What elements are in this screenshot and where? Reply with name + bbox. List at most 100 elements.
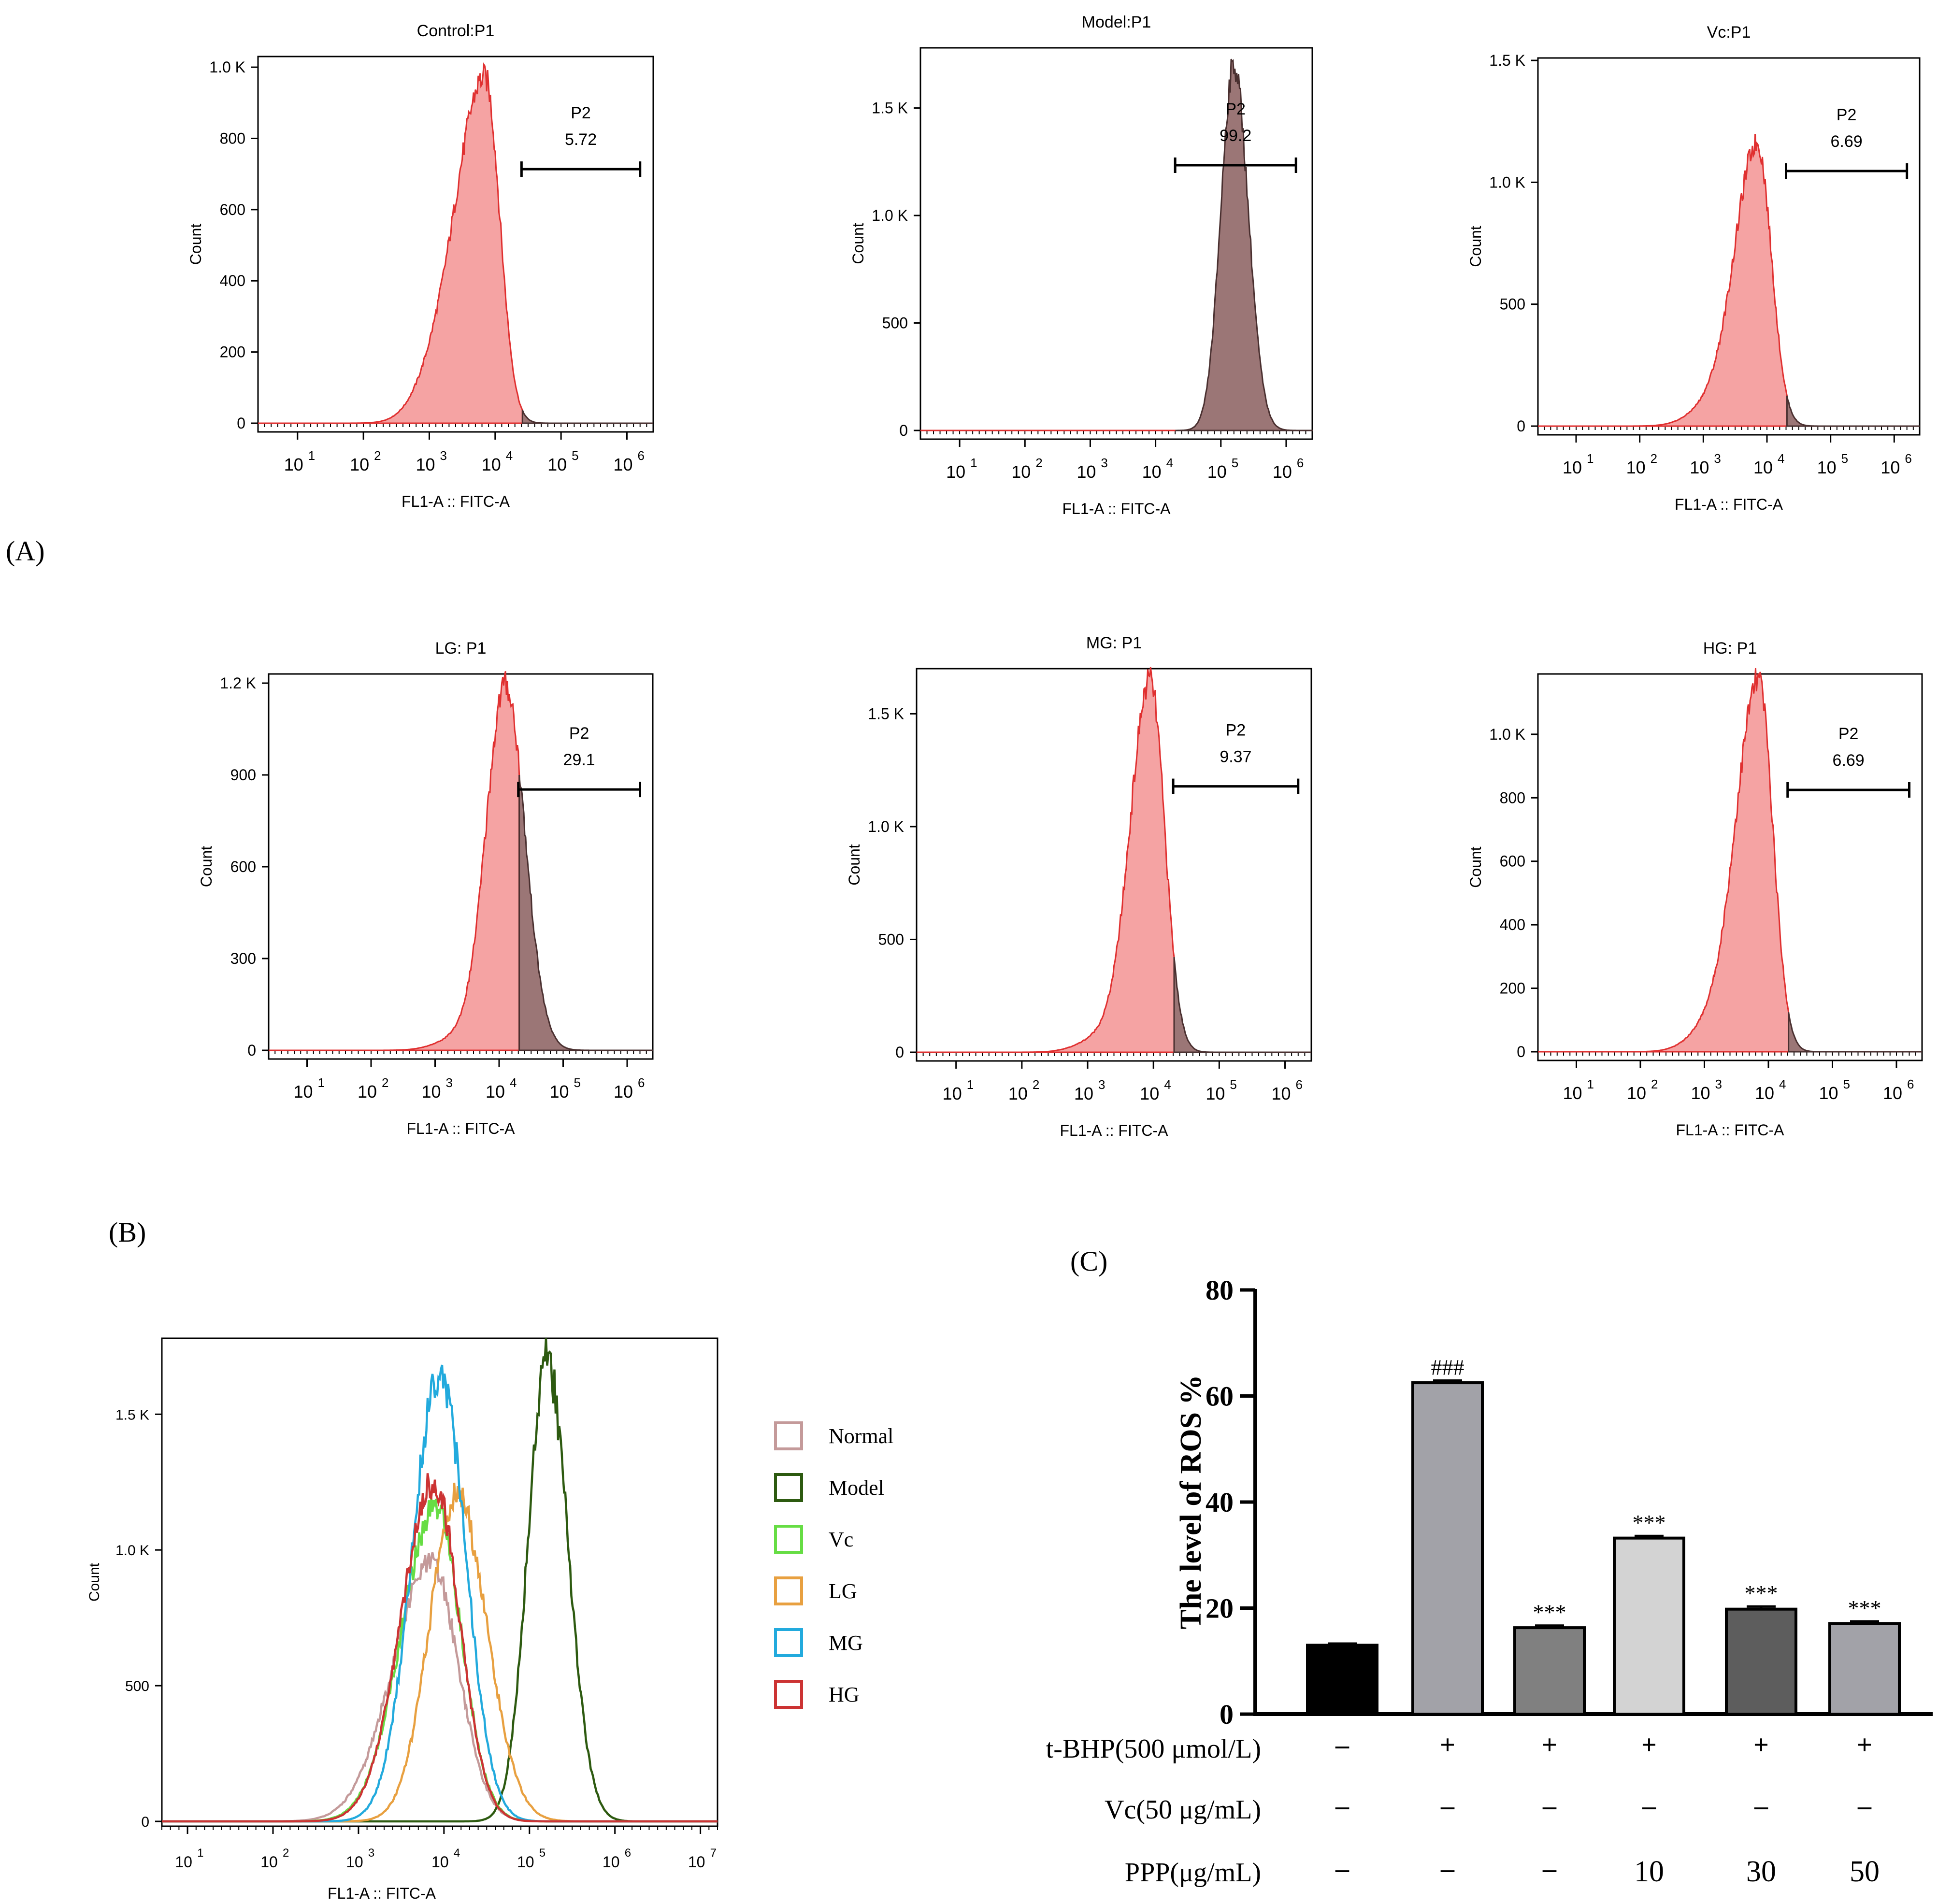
significance-mark: *** <box>1633 1510 1666 1535</box>
x-tick-label: 10 <box>1883 1083 1902 1103</box>
y-tick-label: 500 <box>878 931 904 948</box>
x-tick-exponent: 6 <box>638 1075 645 1090</box>
x-tick-label: 10 <box>1074 1084 1093 1103</box>
y-axis-label: Count <box>846 844 863 886</box>
panel-label-a: (A) <box>6 535 45 567</box>
condition-label: Vc(50 μg/mL) <box>1105 1795 1261 1825</box>
x-tick-label: 10 <box>1563 458 1582 477</box>
histogram-area-ungated <box>1538 134 1788 427</box>
y-tick-label: 0 <box>237 415 245 432</box>
gate-name: P2 <box>1838 725 1859 743</box>
x-tick-label: 10 <box>614 1082 633 1102</box>
y-tick-label: 500 <box>125 1678 149 1694</box>
x-tick-label: 10 <box>346 1853 363 1871</box>
plot-frame <box>257 56 654 433</box>
gate-name: P2 <box>569 724 589 743</box>
y-tick-label: 0 <box>1220 1699 1234 1730</box>
x-tick-label: 10 <box>1563 1083 1582 1103</box>
condition-value: – <box>1642 1791 1656 1821</box>
gate-value: 99.2 <box>1220 127 1251 145</box>
gate-name: P2 <box>1226 721 1246 740</box>
condition-value: + <box>1440 1730 1455 1760</box>
x-tick-exponent: 3 <box>1101 456 1107 470</box>
legend-swatch-mg <box>774 1628 803 1657</box>
y-tick-label: 60 <box>1206 1381 1234 1412</box>
x-tick-exponent: 1 <box>967 1077 974 1092</box>
x-tick-exponent: 2 <box>1651 1077 1658 1091</box>
y-axis-label: Count <box>1467 226 1484 267</box>
series-line-hg <box>162 1473 718 1823</box>
gate-name: P2 <box>1225 100 1246 118</box>
x-tick-exponent: 5 <box>1230 1077 1236 1092</box>
gate-value: 9.37 <box>1220 748 1251 766</box>
histogram-area-gated <box>1173 957 1311 1053</box>
significance-mark: ### <box>1431 1355 1464 1380</box>
bar <box>1828 1622 1901 1716</box>
plot-frame <box>268 673 654 1060</box>
bar <box>1411 1381 1484 1716</box>
x-axis-label: FL1-A :: FITC-A <box>406 1120 515 1137</box>
x-tick-label: 10 <box>416 455 435 474</box>
condition-value: + <box>1753 1730 1769 1760</box>
gate-value: 5.72 <box>565 130 597 149</box>
x-tick-exponent: 5 <box>1843 1077 1850 1091</box>
histogram-area-gated <box>1786 395 1920 427</box>
bar <box>1725 1607 1797 1716</box>
y-tick-label: 900 <box>230 766 256 784</box>
y-tick-label: 0 <box>1517 1043 1525 1060</box>
x-tick-exponent: 6 <box>1907 1077 1914 1091</box>
series-line-lg <box>162 1482 718 1823</box>
y-tick-label: 20 <box>1206 1593 1234 1624</box>
significance-mark: *** <box>1533 1600 1566 1625</box>
series-line-mg <box>162 1364 718 1823</box>
x-tick-exponent: 1 <box>970 456 977 470</box>
histogram-area-gated <box>1788 1012 1922 1053</box>
x-tick-exponent: 6 <box>637 448 644 463</box>
x-tick-exponent: 4 <box>506 448 513 463</box>
x-tick-exponent: 3 <box>1715 1077 1722 1091</box>
condition-value: – <box>1335 1730 1349 1760</box>
x-tick-label: 10 <box>482 455 501 474</box>
x-tick-exponent: 4 <box>1779 1077 1786 1091</box>
series-line-normal <box>162 1552 718 1823</box>
x-tick-exponent: 2 <box>1035 456 1042 470</box>
panel-label-b: (B) <box>109 1217 146 1248</box>
chart-title: HG: P1 <box>1703 639 1757 658</box>
x-tick-exponent: 1 <box>308 448 315 463</box>
y-tick-label: 600 <box>230 858 256 875</box>
y-tick-label: 1.5 K <box>1489 52 1525 69</box>
x-tick-label: 10 <box>1627 1083 1646 1103</box>
y-tick-label: 300 <box>230 950 256 967</box>
plot-frame <box>1537 57 1921 436</box>
histogram-area-ungated <box>917 667 1175 1053</box>
series-line-vc <box>162 1497 718 1823</box>
x-tick-exponent: 3 <box>1714 451 1721 466</box>
x-tick-label: 10 <box>284 455 303 474</box>
x-tick-label: 10 <box>1272 1084 1291 1103</box>
x-tick-exponent: 3 <box>446 1075 453 1090</box>
x-tick-label: 10 <box>1817 458 1837 477</box>
gate-name: P2 <box>571 104 591 122</box>
x-tick-exponent: 5 <box>572 448 578 463</box>
legend-swatch-vc <box>774 1525 803 1554</box>
y-tick-label: 500 <box>1500 296 1525 313</box>
gate-value: 29.1 <box>563 751 595 769</box>
y-tick-label: 1.2 K <box>220 674 256 692</box>
legend-label-lg: LG <box>829 1579 857 1603</box>
x-tick-label: 10 <box>1206 1084 1225 1103</box>
x-tick-label: 10 <box>1008 1084 1028 1103</box>
x-tick-exponent: 2 <box>283 1847 289 1860</box>
gate-name: P2 <box>1837 106 1857 124</box>
x-tick-exponent: 4 <box>454 1847 460 1860</box>
y-axis-label: Count <box>849 223 867 264</box>
x-tick-exponent: 6 <box>1296 1077 1303 1092</box>
x-tick-label: 10 <box>1140 1084 1159 1103</box>
legend-swatch-lg <box>774 1576 803 1605</box>
y-tick-label: 400 <box>220 272 245 289</box>
x-axis-label: FL1-A :: FITC-A <box>1676 1121 1784 1139</box>
